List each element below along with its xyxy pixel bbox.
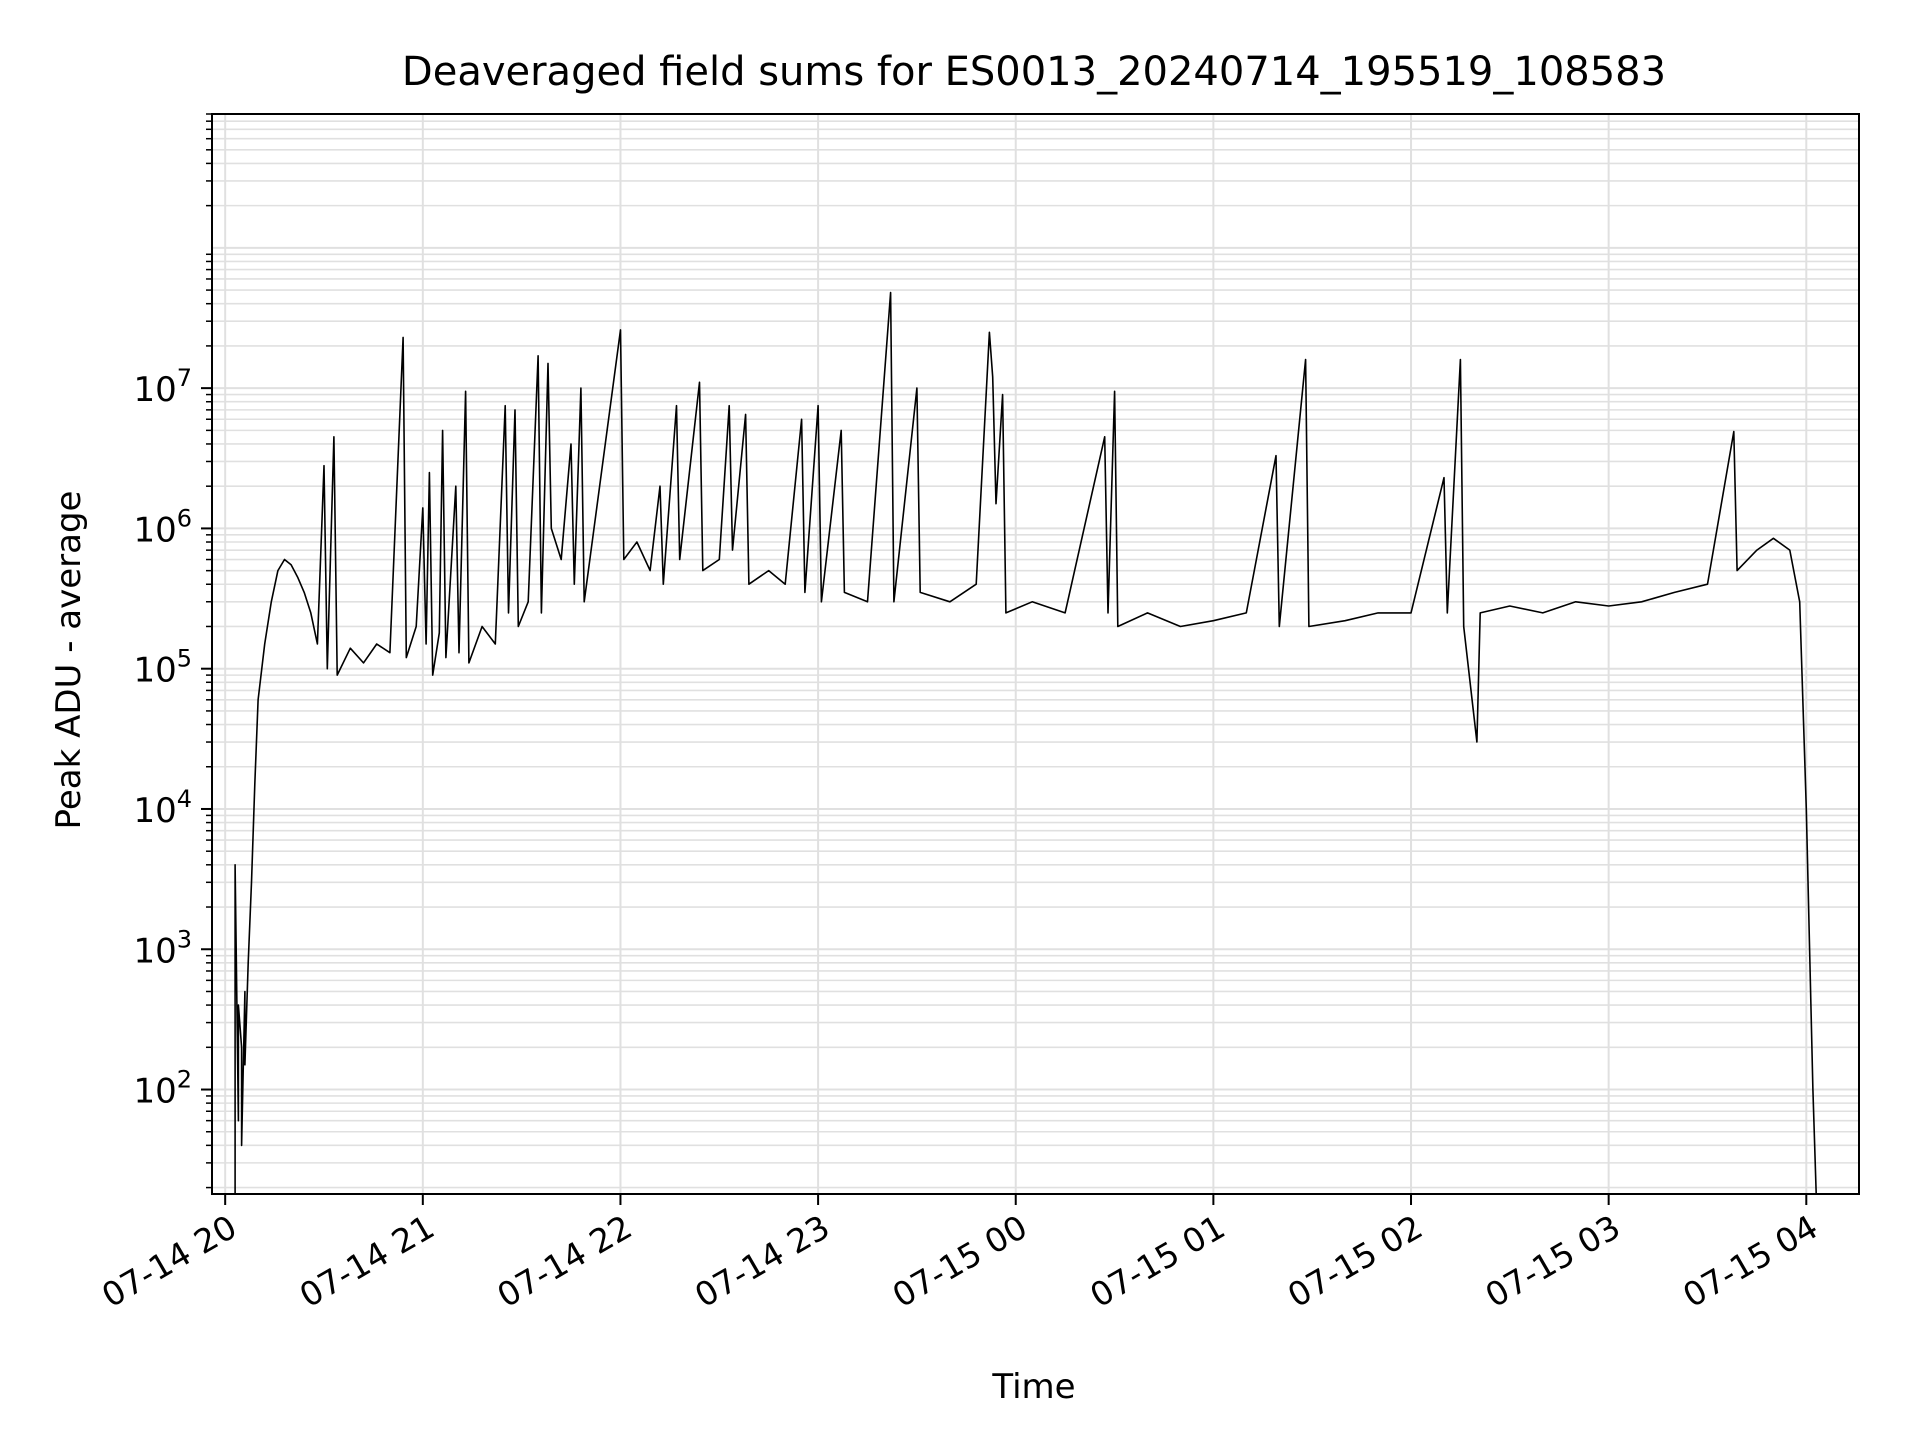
y-tick-label: 107 [133, 364, 192, 410]
plot-area: 102 103 104 105 106 107 07-14 20 07-14 21 07-14 … [95, 113, 1860, 1315]
x-tick-label: 07-14 21 [293, 1207, 441, 1315]
chart-title: Deaveraged field sums for ES0013_2024071… [402, 49, 1666, 95]
plot-frame [211, 113, 1860, 1195]
y-tick-label: 105 [133, 645, 192, 691]
x-tick-label: 07-14 20 [95, 1207, 243, 1315]
x-axis-label: Time [991, 1367, 1075, 1407]
x-tick-label: 07-15 03 [1479, 1207, 1627, 1315]
x-tick-label: 07-15 00 [886, 1207, 1034, 1315]
y-tick-label: 106 [133, 504, 192, 550]
x-tick-label: 07-14 23 [688, 1207, 836, 1315]
y-axis-label: Peak ADU - average [49, 491, 89, 830]
y-tick-label: 104 [133, 785, 192, 831]
x-tick-label: 07-14 22 [490, 1207, 638, 1315]
y-tick-label: 102 [133, 1066, 192, 1112]
x-tick-label: 07-15 01 [1083, 1207, 1231, 1315]
data-series-line [234, 291, 1817, 1195]
y-tick-label: 103 [133, 925, 192, 971]
x-tick-label: 07-15 02 [1281, 1207, 1429, 1315]
x-tick-label: 07-15 04 [1676, 1207, 1824, 1315]
